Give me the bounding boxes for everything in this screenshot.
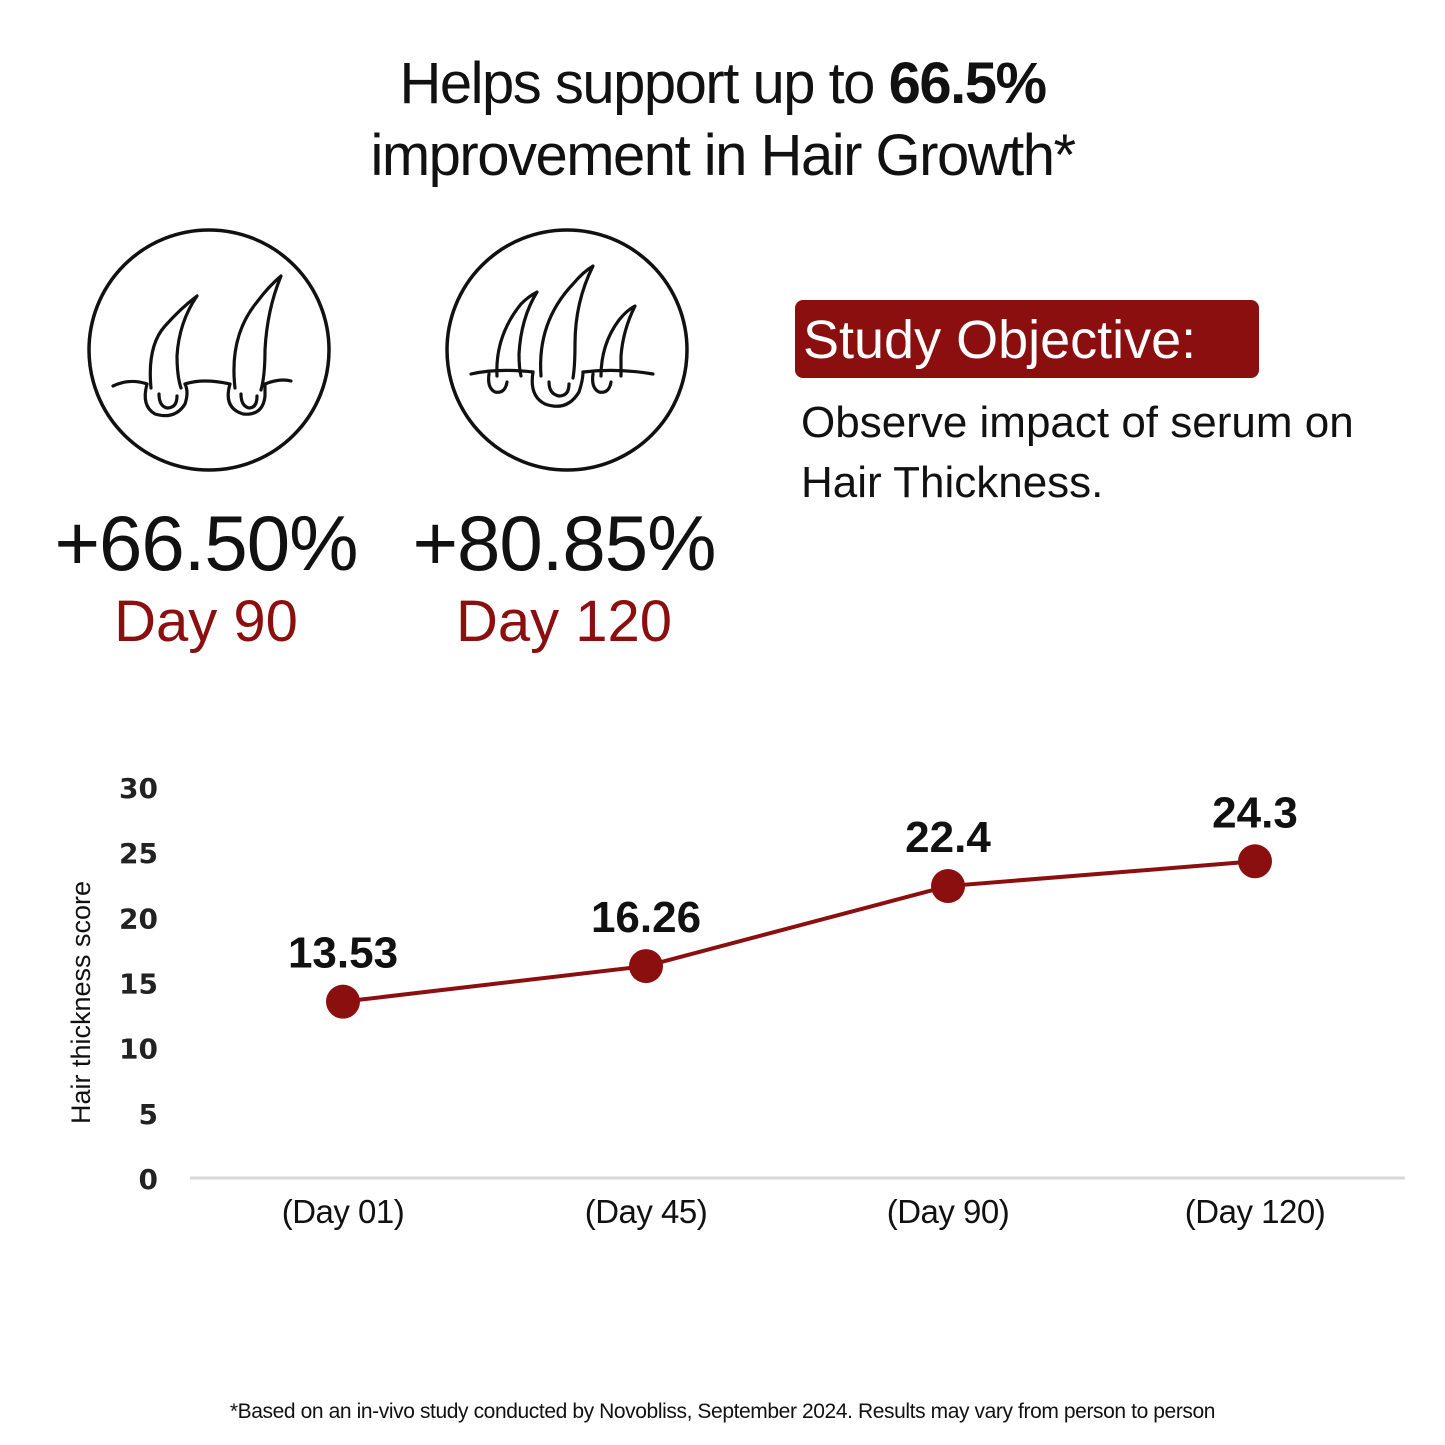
headline-prefix: Helps support up to [399,51,889,116]
data-label: 24.3 [1212,788,1298,837]
study-objective-badge: Study Objective: [795,300,1259,378]
y-axis-title: Hair thickness score [66,881,96,1124]
data-point [629,949,663,984]
data-point [326,984,360,1019]
data-point [931,869,965,904]
headline: Helps support up to 66.5% improvement in… [0,48,1445,192]
hair-follicles-two-icon [87,228,331,472]
x-tick-label: (Day 45) [585,1193,708,1230]
hair-follicles-three-icon [445,228,689,472]
y-tick-label: 5 [139,1098,158,1131]
x-tick-label: (Day 120) [1185,1193,1325,1230]
y-tick-label: 15 [119,968,158,1001]
study-objective-text: Observe impact of serum on Hair Thicknes… [801,398,1354,507]
y-tick-label: 25 [119,837,158,870]
y-tick-label: 0 [139,1163,158,1196]
y-tick-label: 10 [119,1033,158,1066]
headline-line-1: Helps support up to 66.5% [0,48,1445,120]
x-tick-label: (Day 01) [282,1193,405,1230]
data-label: 16.26 [591,893,701,942]
stat-day-90: +66.50% Day 90 [26,498,386,656]
hair-thickness-line-chart: Hair thickness score 0 5 10 15 20 25 30 (Day 01)… [66,772,1405,1230]
series-line [342,859,1256,1004]
data-label: 22.4 [905,813,991,862]
data-point [1238,844,1272,879]
stat-percent: +80.85% [412,499,716,587]
data-label: 13.53 [288,929,398,978]
y-tick-label: 30 [119,772,158,805]
x-tick-label: (Day 90) [887,1193,1010,1230]
stat-day-label: Day 120 [455,589,673,654]
footnote: *Based on an in-vivo study conducted by … [229,1400,1216,1423]
stat-percent: +66.50% [54,499,358,587]
headline-highlight: 66.5% [888,51,1047,116]
stat-day-120: +80.85% Day 120 [384,498,744,656]
headline-line-2: improvement in Hair Growth* [370,123,1076,188]
y-tick-label: 20 [119,902,158,935]
stat-day-label: Day 90 [114,589,298,654]
